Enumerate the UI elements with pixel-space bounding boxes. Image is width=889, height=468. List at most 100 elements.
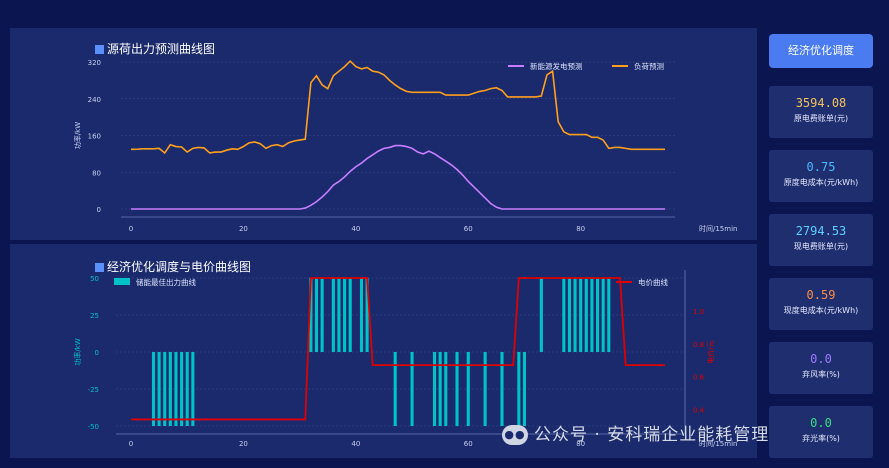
y-tick-label: 25 [90, 312, 99, 320]
stat-value: 0.59 [806, 288, 836, 302]
stat-card: 0.0 弃光率(%) [769, 406, 873, 458]
storage-output-bar [157, 352, 161, 426]
storage-output-bar [444, 352, 448, 426]
stat-label: 现电费账单(元) [793, 242, 849, 251]
y-tick-label: 160 [88, 133, 101, 141]
storage-output-bar [601, 278, 605, 352]
storage-output-bar [163, 352, 167, 426]
y-tick-label: 80 [92, 169, 101, 177]
storage-output-bar [151, 352, 156, 426]
stat-label: 原度电成本(元/kWh) [783, 178, 859, 187]
price-line [131, 277, 665, 421]
stat-card: 3594.08 原电费账单(元) [769, 86, 873, 138]
dispatch-panel [10, 244, 757, 458]
storage-output-bar [174, 352, 178, 426]
legend-swatch [114, 278, 130, 285]
x-tick-label: 60 [464, 225, 473, 233]
x-tick-label: 0 [129, 440, 133, 448]
y2-axis-title: 电价/元 [706, 340, 715, 363]
storage-output-bar [191, 352, 195, 426]
stat-value: 0.0 [810, 416, 832, 430]
stat-value: 0.0 [810, 352, 832, 366]
storage-output-bar [185, 352, 189, 426]
y2-tick-label: 0.6 [693, 374, 705, 382]
storage-output-bar [331, 278, 335, 352]
y-tick-label: -25 [88, 386, 99, 394]
x-axis-title: 时间/15min [699, 439, 737, 448]
storage-output-bar [562, 278, 566, 352]
dispatch-title: 经济优化调度与电价曲线图 [95, 258, 251, 275]
stat-label: 现度电成本(元/kWh) [783, 306, 859, 315]
watermark: ●● 公众号 · 安科瑞企业能耗管理 [502, 420, 769, 445]
x-tick-label: 20 [239, 440, 248, 448]
forecast-panel [10, 28, 757, 240]
storage-output-bar [483, 352, 487, 426]
storage-output-bar [579, 278, 583, 352]
storage-output-bar [343, 278, 347, 352]
forecast-title: 源荷出力预测曲线图 [95, 40, 215, 57]
x-axis-title: 时间/15min [699, 224, 737, 233]
storage-output-bar [500, 352, 504, 426]
storage-output-bar [539, 278, 543, 352]
load-forecast-line [131, 59, 665, 155]
storage-output-bar [180, 352, 184, 426]
stat-label: 原电费账单(元) [793, 114, 849, 123]
storage-output-bar [590, 278, 594, 352]
stat-value: 0.75 [806, 160, 836, 174]
storage-output-bar [168, 352, 172, 426]
stat-card: 0.59 现度电成本(元/kWh) [769, 278, 873, 330]
storage-output-bar [337, 278, 341, 352]
storage-output-bar [567, 278, 571, 352]
storage-output-bar [309, 278, 313, 352]
x-tick-label: 20 [239, 225, 248, 233]
y-tick-label: -50 [88, 423, 99, 431]
y-tick-label: 50 [90, 275, 99, 283]
x-tick-label: 60 [464, 440, 473, 448]
wechat-icon: ●● [502, 425, 528, 445]
storage-output-bar [348, 278, 352, 352]
x-tick-label: 40 [351, 225, 360, 233]
legend-label: 电价曲线 [638, 277, 668, 287]
storage-output-bar [410, 352, 414, 426]
storage-output-bar [314, 278, 319, 352]
stat-card: 2794.53 现电费账单(元) [769, 214, 873, 266]
storage-output-bar [365, 278, 369, 352]
x-tick-label: 80 [576, 440, 585, 448]
y-tick-label: 0 [97, 206, 101, 214]
y2-tick-label: 0.8 [693, 341, 704, 349]
x-tick-label: 80 [576, 225, 585, 233]
storage-output-bar [455, 352, 459, 426]
stat-label: 弃光率(%) [802, 434, 840, 443]
y-tick-label: 320 [88, 59, 101, 67]
storage-output-bar [432, 352, 437, 426]
y-tick-label: 0 [95, 349, 99, 357]
legend-label: 新能源发电预测 [530, 61, 583, 71]
x-tick-label: 40 [351, 440, 360, 448]
storage-output-bar [596, 278, 600, 352]
storage-output-bar [393, 352, 397, 426]
y-axis-title: 功率/kW [73, 122, 82, 149]
storage-output-bar [320, 278, 324, 352]
storage-output-bar [607, 278, 611, 352]
stat-value: 3594.08 [795, 96, 847, 110]
storage-output-bar [522, 352, 527, 426]
y-tick-label: 240 [88, 96, 101, 104]
economic-dispatch-button[interactable]: 经济优化调度 [769, 34, 873, 68]
forecast-chart: 0 80 160 240 320 0 20 40 60 80 时间/15min 功率/kW 新能源发电预… [73, 59, 737, 233]
y-axis-title: 功率/kW [73, 338, 82, 365]
stat-card: 0.75 原度电成本(元/kWh) [769, 150, 873, 202]
x-tick-label: 0 [129, 225, 133, 233]
stat-card: 0.0 弃风率(%) [769, 342, 873, 394]
storage-output-bar [517, 352, 521, 426]
stat-label: 弃风率(%) [802, 370, 840, 379]
y2-tick-label: 1.0 [693, 308, 704, 316]
legend-label: 负荷预测 [634, 61, 664, 71]
storage-output-bar [466, 352, 470, 426]
y2-tick-label: 0.4 [693, 407, 705, 415]
renewable-forecast-line [131, 144, 665, 210]
storage-output-bar [573, 278, 577, 352]
dispatch-chart: -50 -25 0 25 50 0 20 40 60 80 时间/15min 0.4 0.6 0.8 1.0… [73, 270, 737, 448]
storage-output-bar [359, 278, 364, 352]
storage-output-bar [438, 352, 442, 426]
storage-output-bar [584, 278, 588, 352]
